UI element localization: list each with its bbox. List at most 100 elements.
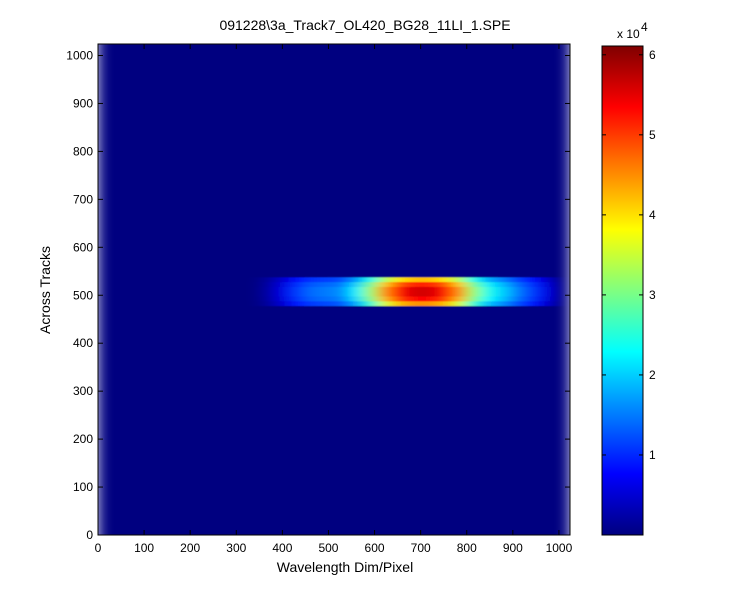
heatmap-cell: [348, 286, 364, 292]
heatmap-cell: [289, 44, 305, 278]
heatmap-cell: [540, 276, 556, 283]
heatmap-cell: [171, 291, 187, 297]
heatmap-cell: [436, 305, 453, 535]
heatmap-cell: [259, 281, 276, 287]
heatmap-cell: [186, 286, 202, 292]
heatmap-cell: [481, 281, 497, 287]
heatmap-cell: [186, 281, 202, 287]
heatmap-cell: [377, 44, 394, 278]
heatmap-cell: [466, 276, 482, 283]
heatmap-cell: [318, 276, 335, 283]
heatmap-cell: [318, 286, 335, 292]
colorbar-tick-label: 2: [649, 368, 656, 382]
heatmap-cell: [274, 305, 291, 535]
heatmap-cell: [318, 295, 335, 302]
heatmap-cell: [215, 300, 232, 307]
x-axis-label: Wavelength Dim/Pixel: [277, 559, 413, 575]
heatmap-cell: [363, 300, 379, 307]
heatmap-cell: [481, 291, 497, 297]
y-axis-label: Across Tracks: [37, 246, 53, 334]
x-tick-label: 200: [180, 541, 200, 555]
y-tick-label: 400: [73, 336, 93, 350]
heatmap-cell: [230, 300, 246, 307]
heatmap-cell: [200, 281, 217, 287]
heatmap-cell: [481, 286, 497, 292]
heatmap-cell: [554, 295, 570, 302]
heatmap-cell: [481, 295, 497, 302]
heatmap-cell: [451, 281, 468, 287]
heatmap-cell: [436, 44, 453, 278]
heatmap-cell: [422, 286, 438, 292]
heatmap-cell: [422, 281, 438, 287]
heatmap-cell: [407, 286, 423, 292]
heatmap-cell: [141, 276, 158, 283]
x-tick-label: 500: [318, 541, 338, 555]
heatmap-cell: [422, 291, 438, 297]
heatmap-cell: [127, 300, 143, 307]
heatmap-cell: [451, 291, 468, 297]
heatmap-cell: [156, 44, 173, 278]
heatmap-cell: [200, 295, 217, 302]
heatmap-cell: [274, 300, 291, 307]
colorbar-tick-label: 6: [649, 48, 656, 62]
heatmap-cell: [289, 300, 305, 307]
x-tick-label: 400: [272, 541, 292, 555]
heatmap-cell: [451, 295, 468, 302]
heatmap-cell: [377, 286, 394, 292]
y-tick-label: 900: [73, 96, 93, 110]
heatmap-cell: [274, 276, 291, 283]
heatmap-cell: [348, 44, 364, 278]
heatmap-cell: [333, 295, 350, 302]
colorbar-multiplier: x 10: [617, 27, 640, 41]
x-tick-label: 1000: [546, 541, 573, 555]
heatmap-cell: [112, 44, 128, 278]
heatmap-cell: [495, 44, 512, 278]
heatmap-cell: [215, 291, 232, 297]
heatmap-cell: [230, 291, 246, 297]
heatmap-cell: [156, 286, 173, 292]
heatmap-cell: [259, 276, 276, 283]
y-tick-label: 700: [73, 192, 93, 206]
heatmap-cell: [274, 281, 291, 287]
y-tick-label: 800: [73, 144, 93, 158]
heatmap-cell: [245, 44, 261, 278]
heatmap-cell: [304, 281, 320, 287]
heatmap-cell: [245, 276, 261, 283]
heatmap-cell: [481, 276, 497, 283]
heatmap-cell: [333, 300, 350, 307]
heatmap-cell: [377, 295, 394, 302]
colorbar-tick-label: 1: [649, 448, 656, 462]
heatmap-cell: [215, 44, 232, 278]
heatmap-cell: [333, 44, 350, 278]
heatmap-cell: [156, 300, 173, 307]
heatmap-cell: [481, 44, 497, 278]
heatmap-cell: [245, 286, 261, 292]
heatmap-cell: [554, 281, 570, 287]
heatmap-cell: [186, 44, 202, 278]
heatmap-cell: [451, 276, 468, 283]
heatmap-cell: [318, 300, 335, 307]
y-tick-label: 1000: [66, 49, 93, 63]
heatmap-cell: [318, 44, 335, 278]
heatmap-cell: [186, 291, 202, 297]
heatmap-cell: [407, 300, 423, 307]
heatmap-cell: [186, 276, 202, 283]
x-tick-label: 300: [226, 541, 246, 555]
heatmap-cell: [304, 44, 320, 278]
heatmap-cell: [363, 291, 379, 297]
heatmap-cell: [127, 276, 143, 283]
heatmap-cell: [112, 281, 128, 287]
colorbar-tick-label: 3: [649, 288, 656, 302]
heatmap-cell: [525, 281, 541, 287]
heatmap-cell: [112, 291, 128, 297]
x-tick-label: 700: [411, 541, 431, 555]
heatmap-cell: [510, 305, 527, 535]
heatmap-cell: [245, 305, 261, 535]
heatmap-cell: [171, 44, 187, 278]
heatmap-cell: [348, 300, 364, 307]
colorbar-exponent: 4: [641, 20, 648, 34]
heatmap-cell: [495, 281, 512, 287]
heatmap-cell: [186, 305, 202, 535]
heatmap-cell: [407, 276, 423, 283]
